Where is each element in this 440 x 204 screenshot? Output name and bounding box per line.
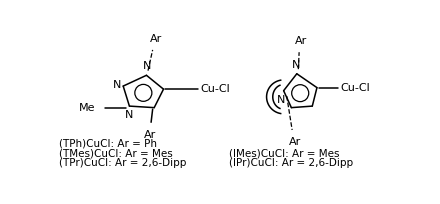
Text: N: N	[125, 110, 133, 120]
Text: N: N	[277, 94, 286, 104]
Text: (TPh)CuCl: Ar = Ph: (TPh)CuCl: Ar = Ph	[59, 139, 157, 149]
Text: N: N	[292, 60, 300, 70]
Text: N: N	[113, 80, 121, 90]
Text: Cu-Cl: Cu-Cl	[201, 84, 230, 94]
Text: Ar: Ar	[295, 36, 308, 46]
Text: (IPr)CuCl: Ar = 2,6-Dipp: (IPr)CuCl: Ar = 2,6-Dipp	[229, 159, 353, 169]
Text: N: N	[143, 61, 151, 71]
Text: (IMes)CuCl: Ar = Mes: (IMes)CuCl: Ar = Mes	[229, 149, 340, 159]
Text: Cu-Cl: Cu-Cl	[340, 83, 370, 93]
Text: Ar: Ar	[289, 137, 301, 147]
Text: (TMes)CuCl: Ar = Mes: (TMes)CuCl: Ar = Mes	[59, 149, 172, 159]
Text: Ar: Ar	[143, 130, 156, 140]
Text: Ar: Ar	[150, 34, 162, 44]
Text: (TPr)CuCl: Ar = 2,6-Dipp: (TPr)CuCl: Ar = 2,6-Dipp	[59, 159, 186, 169]
Text: Me: Me	[79, 103, 95, 113]
